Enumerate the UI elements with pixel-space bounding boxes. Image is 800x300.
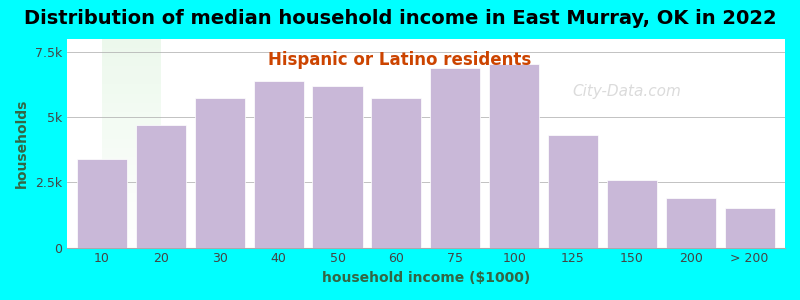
Bar	[313, 86, 362, 248]
Bar	[430, 68, 480, 248]
Bar	[725, 208, 774, 247]
Text: Distribution of median household income in East Murray, OK in 2022: Distribution of median household income …	[24, 9, 776, 28]
Text: Hispanic or Latino residents: Hispanic or Latino residents	[268, 51, 532, 69]
Bar	[254, 81, 304, 248]
Bar	[548, 136, 598, 247]
X-axis label: household income ($1000): household income ($1000)	[322, 271, 530, 285]
Y-axis label: households: households	[15, 99, 29, 188]
Bar	[194, 98, 245, 248]
Text: City-Data.com: City-Data.com	[573, 84, 682, 99]
Bar	[607, 180, 657, 248]
Bar	[666, 198, 716, 247]
Bar	[371, 98, 422, 248]
Bar	[136, 125, 186, 248]
Bar	[489, 64, 539, 248]
Bar	[77, 159, 127, 247]
